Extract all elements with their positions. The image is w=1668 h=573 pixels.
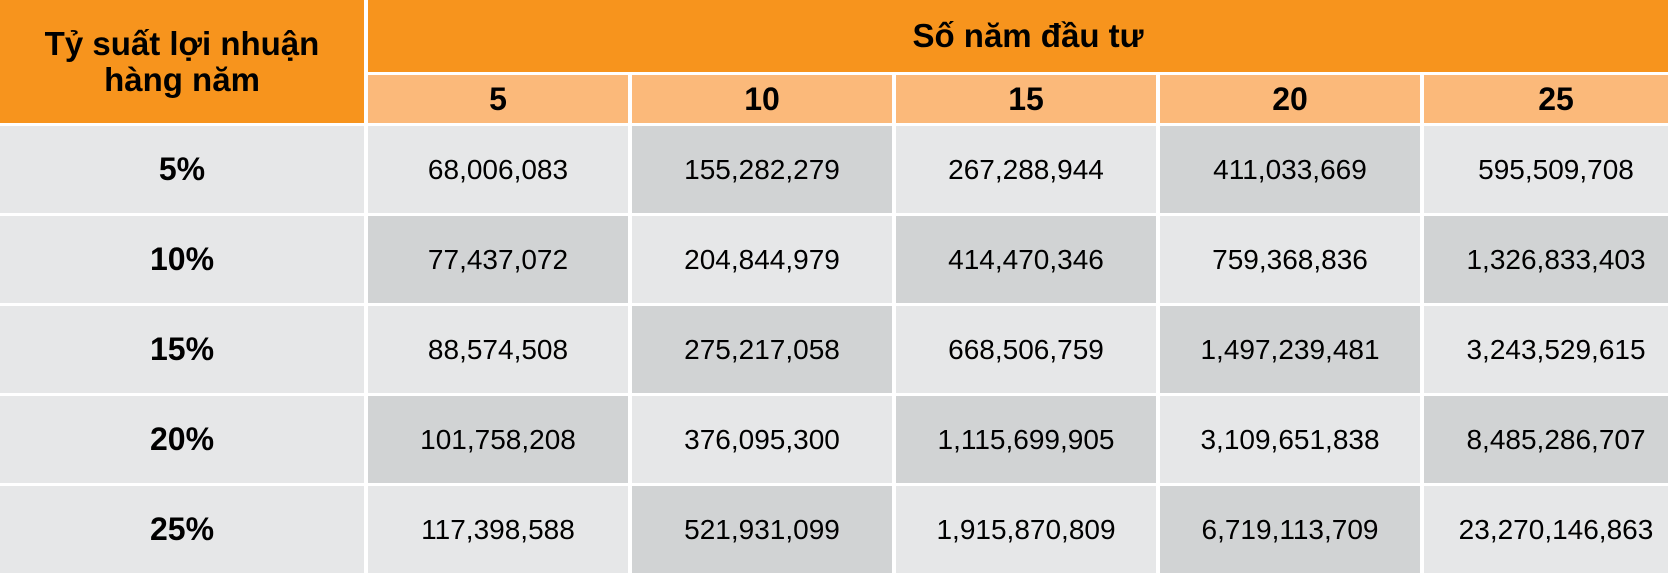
table-cell: 1,915,870,809	[896, 486, 1156, 573]
rate-label: 10%	[0, 216, 364, 303]
year-header: 5	[368, 75, 628, 123]
rate-label: 5%	[0, 126, 364, 213]
rate-label: 20%	[0, 396, 364, 483]
table-cell: 204,844,979	[632, 216, 892, 303]
table-cell: 267,288,944	[896, 126, 1156, 213]
table-cell: 595,509,708	[1424, 126, 1668, 213]
rate-column-header: Tỷ suất lợi nhuận hàng năm	[0, 0, 364, 123]
table-cell: 1,497,239,481	[1160, 306, 1420, 393]
table-cell: 6,719,113,709	[1160, 486, 1420, 573]
table-cell: 23,270,146,863	[1424, 486, 1668, 573]
table-cell: 101,758,208	[368, 396, 628, 483]
table-cell: 414,470,346	[896, 216, 1156, 303]
table-cell: 759,368,836	[1160, 216, 1420, 303]
rate-label: 25%	[0, 486, 364, 573]
years-group-header: Số năm đầu tư	[368, 0, 1668, 72]
table-cell: 668,506,759	[896, 306, 1156, 393]
table-cell: 411,033,669	[1160, 126, 1420, 213]
table-cell: 275,217,058	[632, 306, 892, 393]
table-cell: 68,006,083	[368, 126, 628, 213]
table-cell: 77,437,072	[368, 216, 628, 303]
table-cell: 521,931,099	[632, 486, 892, 573]
table-cell: 1,326,833,403	[1424, 216, 1668, 303]
table-cell: 155,282,279	[632, 126, 892, 213]
table-cell: 8,485,286,707	[1424, 396, 1668, 483]
year-header: 10	[632, 75, 892, 123]
year-header: 25	[1424, 75, 1668, 123]
table-cell: 3,243,529,615	[1424, 306, 1668, 393]
table-cell: 3,109,651,838	[1160, 396, 1420, 483]
rate-label: 15%	[0, 306, 364, 393]
year-header: 15	[896, 75, 1156, 123]
table-cell: 117,398,588	[368, 486, 628, 573]
table-cell: 88,574,508	[368, 306, 628, 393]
table-cell: 376,095,300	[632, 396, 892, 483]
table-cell: 1,115,699,905	[896, 396, 1156, 483]
year-header: 20	[1160, 75, 1420, 123]
